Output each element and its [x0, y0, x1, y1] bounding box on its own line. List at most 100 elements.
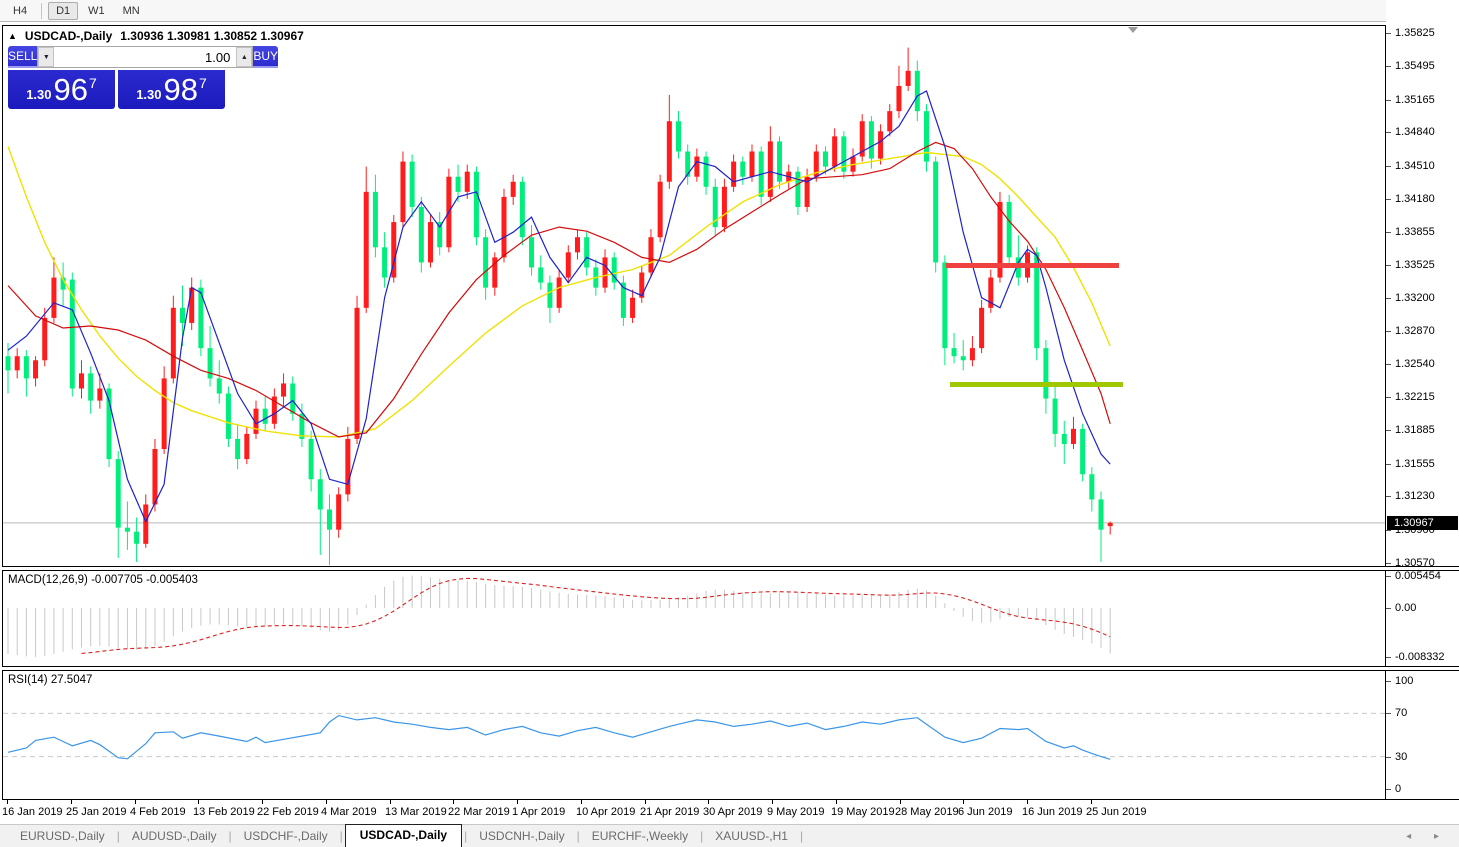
buy-price-prefix: 1.30	[136, 87, 162, 102]
date-tick-label: 28 May 2019	[895, 806, 959, 818]
date-tick-label: 30 Apr 2019	[703, 806, 763, 818]
chart-shift-marker-icon[interactable]	[1128, 27, 1138, 33]
price-tick-label: 1.34840	[1395, 126, 1435, 138]
date-tick-label: 9 May 2019	[767, 806, 825, 818]
price-tick-label: 1.34510	[1395, 160, 1435, 172]
pane-separator	[1386, 670, 1459, 671]
main-price-chart[interactable]	[2, 25, 1386, 567]
buy-button[interactable]: BUY	[253, 46, 279, 68]
rsi-line	[7, 714, 1111, 760]
tab-separator: |	[116, 829, 120, 843]
price-tick-label: 1.32215	[1395, 391, 1435, 403]
legend-symbol: USDCAD-,Daily	[24, 29, 113, 43]
rsi-indicator-pane[interactable]	[2, 670, 1386, 800]
timeframe-button-w1[interactable]: W1	[88, 4, 105, 17]
tab-separator: |	[339, 829, 343, 843]
symbol-tab-usdchf[interactable]: USDCHF-,Daily	[243, 829, 328, 843]
date-tick-label: 21 Apr 2019	[640, 806, 700, 818]
date-axis[interactable]: 16 Jan 2019 25 Jan 2019 4 Feb 2019 13 Feb 2…	[0, 800, 1386, 824]
price-tick-label: 1.35825	[1395, 27, 1435, 39]
sell-price-big: 96	[53, 72, 88, 107]
price-tick-label: 1.31230	[1395, 490, 1435, 502]
sell-price-display[interactable]: 1.30 96 7	[8, 70, 115, 109]
price-axis[interactable]: 1.35825 1.35495 1.35165 1.34840 1.34510 1.341…	[1386, 0, 1459, 847]
price-tick-label: 1.33855	[1395, 226, 1435, 238]
rsi-tick-label: 70	[1395, 707, 1408, 719]
tab-separator: |	[228, 829, 232, 843]
tab-scroll-arrows[interactable]: ◂ ▸	[1406, 831, 1449, 842]
tab-separator: |	[700, 829, 704, 843]
symbol-tab-xauusd[interactable]: XAUUSD-,H1	[715, 829, 788, 843]
macd-label: MACD(12,26,9) -0.007705 -0.005403	[8, 574, 198, 586]
rsi-tick-label: 0	[1395, 783, 1402, 795]
sell-button[interactable]: SELL	[8, 46, 38, 68]
price-tick-label: 1.30570	[1395, 557, 1435, 569]
legend-collapse-icon[interactable]: ▲	[8, 31, 17, 41]
date-tick-label: 22 Feb 2019	[257, 806, 319, 818]
date-tick-label: 22 Mar 2019	[448, 806, 510, 818]
volume-spinner: ▼ ▲	[37, 46, 254, 68]
price-tick-label: 1.32540	[1395, 358, 1435, 370]
date-tick-label: 19 May 2019	[831, 806, 895, 818]
date-tick-label: 25 Jan 2019	[66, 806, 127, 818]
sell-price-prefix: 1.30	[26, 87, 52, 102]
date-tick-label: 4 Feb 2019	[130, 806, 186, 818]
fast-ma-line	[7, 90, 1111, 524]
volume-input[interactable]	[54, 47, 237, 67]
legend-ohlc: 1.30936 1.30981 1.30852 1.30967	[120, 29, 304, 43]
rsi-label: RSI(14) 27.5047	[8, 674, 93, 686]
tab-separator: |	[799, 829, 804, 843]
price-tick-label: 1.33525	[1395, 259, 1435, 271]
price-tick-label: 1.35495	[1395, 60, 1435, 72]
date-tick-label: 16 Jan 2019	[2, 806, 63, 818]
price-tick-label: 1.31885	[1395, 424, 1435, 436]
symbol-tab-usdcad[interactable]: USDCAD-,Daily	[344, 824, 463, 847]
volume-decrease-icon[interactable]: ▼	[38, 47, 55, 67]
price-tick-label: 1.32870	[1395, 325, 1435, 337]
sell-price-sup: 7	[89, 74, 97, 91]
date-tick-label: 1 Apr 2019	[512, 806, 566, 818]
toolbar-divider	[41, 2, 43, 19]
date-tick-label: 25 Jun 2019	[1086, 806, 1147, 818]
macd-signal-line	[81, 577, 1111, 654]
macd-tick-label: 0.00	[1395, 602, 1417, 614]
symbol-tab-eurusd[interactable]: EURUSD-,Daily	[20, 829, 105, 843]
date-tick-label: 13 Mar 2019	[385, 806, 447, 818]
pane-separator	[1386, 666, 1459, 667]
one-click-trading-panel: SELL ▼ ▲ BUY 1.30 96 7 1.30 98 7	[8, 46, 279, 109]
buy-price-sup: 7	[199, 74, 207, 91]
timeframe-button-h4[interactable]: H4	[13, 4, 28, 17]
symbol-tab-audusd[interactable]: AUDUSD-,Daily	[131, 829, 217, 843]
symbol-tab-eurchf[interactable]: EURCHF-,Weekly	[591, 829, 689, 843]
date-tick-label: 4 Mar 2019	[321, 806, 377, 818]
date-tick-label: 13 Feb 2019	[193, 806, 255, 818]
date-tick-label: 10 Apr 2019	[576, 806, 636, 818]
rsi-tick-label: 30	[1395, 751, 1408, 763]
mid-ma-line	[7, 141, 1111, 438]
candlestick-series	[5, 47, 1113, 565]
symbol-tab-usdcnh[interactable]: USDCNH-,Daily	[479, 829, 565, 843]
price-tick-label: 1.31555	[1395, 458, 1435, 470]
volume-increase-icon[interactable]: ▲	[236, 47, 253, 67]
macd-indicator-pane[interactable]	[2, 570, 1386, 667]
timeframe-button-mn[interactable]: MN	[122, 4, 140, 17]
macd-tick-label: -0.008332	[1395, 651, 1445, 663]
tab-separator: |	[464, 829, 468, 843]
date-tick-label: 6 Jun 2019	[958, 806, 1013, 818]
buy-price-big: 98	[163, 72, 198, 107]
buy-price-display[interactable]: 1.30 98 7	[118, 70, 225, 109]
timeframe-button-d1[interactable]: D1	[48, 1, 79, 20]
tab-separator: |	[576, 829, 580, 843]
current-price-badge: 1.30967	[1387, 516, 1458, 530]
slow-ma-line	[7, 146, 1111, 438]
price-tick-label: 1.34180	[1395, 193, 1435, 205]
symbol-tabbar: EURUSD-,Daily | AUDUSD-,Daily | USDCHF-,Dail…	[0, 824, 1459, 847]
timeframe-toolbar: H4 D1 W1 MN	[0, 0, 1459, 22]
pane-separator	[1386, 570, 1459, 571]
price-tick-label: 1.33200	[1395, 292, 1435, 304]
pane-separator	[1386, 566, 1459, 567]
price-tick-label: 1.35165	[1395, 94, 1435, 106]
macd-tick-label: 0.005454	[1395, 570, 1441, 582]
rsi-tick-label: 100	[1395, 675, 1414, 687]
